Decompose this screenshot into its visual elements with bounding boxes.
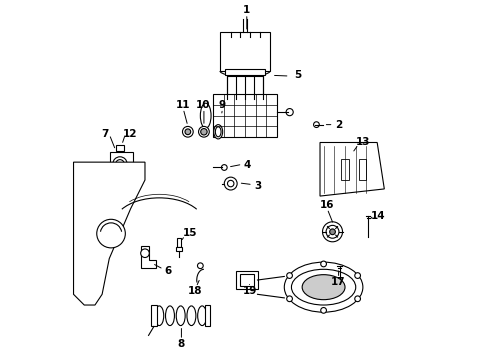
- Circle shape: [321, 307, 326, 313]
- Circle shape: [355, 273, 361, 278]
- Text: 9: 9: [219, 100, 226, 110]
- FancyBboxPatch shape: [177, 238, 181, 247]
- Text: 18: 18: [188, 287, 202, 296]
- Text: 17: 17: [331, 277, 346, 287]
- Text: 4: 4: [243, 160, 250, 170]
- Circle shape: [201, 129, 207, 135]
- Circle shape: [355, 296, 361, 302]
- Circle shape: [322, 222, 343, 242]
- FancyBboxPatch shape: [236, 271, 258, 289]
- Text: 6: 6: [165, 266, 172, 276]
- FancyBboxPatch shape: [213, 94, 277, 137]
- Ellipse shape: [197, 306, 207, 325]
- Text: 3: 3: [254, 181, 261, 191]
- Circle shape: [198, 126, 209, 137]
- Ellipse shape: [166, 306, 174, 325]
- Circle shape: [182, 126, 193, 137]
- Text: 8: 8: [178, 339, 185, 349]
- Polygon shape: [74, 162, 145, 305]
- FancyBboxPatch shape: [110, 152, 133, 176]
- Text: 14: 14: [371, 211, 386, 221]
- Text: 15: 15: [182, 228, 197, 238]
- FancyBboxPatch shape: [205, 305, 210, 327]
- Circle shape: [224, 177, 237, 190]
- Polygon shape: [142, 246, 156, 267]
- Text: 16: 16: [320, 200, 334, 210]
- Polygon shape: [320, 143, 384, 196]
- FancyBboxPatch shape: [151, 305, 157, 327]
- Ellipse shape: [187, 306, 196, 325]
- Ellipse shape: [176, 306, 185, 325]
- Text: 5: 5: [294, 70, 301, 80]
- Circle shape: [221, 165, 227, 170]
- FancyBboxPatch shape: [225, 100, 265, 105]
- FancyBboxPatch shape: [220, 32, 270, 71]
- Ellipse shape: [214, 125, 222, 139]
- Circle shape: [141, 249, 149, 257]
- Circle shape: [287, 273, 293, 278]
- Text: 10: 10: [196, 100, 210, 110]
- Ellipse shape: [155, 306, 164, 325]
- Circle shape: [185, 129, 191, 135]
- FancyBboxPatch shape: [227, 76, 263, 99]
- Text: 2: 2: [335, 120, 342, 130]
- FancyBboxPatch shape: [225, 69, 265, 75]
- Text: 19: 19: [243, 287, 258, 296]
- Text: 12: 12: [122, 129, 137, 139]
- Circle shape: [314, 122, 319, 127]
- Circle shape: [330, 229, 335, 235]
- Ellipse shape: [302, 275, 345, 300]
- Circle shape: [113, 157, 127, 171]
- Circle shape: [287, 296, 293, 302]
- FancyBboxPatch shape: [176, 247, 182, 251]
- Text: 1: 1: [243, 5, 250, 15]
- FancyBboxPatch shape: [240, 274, 254, 287]
- Text: 7: 7: [101, 129, 109, 139]
- Ellipse shape: [284, 262, 363, 312]
- Text: 13: 13: [356, 138, 370, 148]
- Circle shape: [197, 263, 203, 269]
- Circle shape: [97, 219, 125, 248]
- Circle shape: [321, 261, 326, 267]
- Text: 11: 11: [176, 100, 191, 110]
- FancyBboxPatch shape: [116, 145, 124, 151]
